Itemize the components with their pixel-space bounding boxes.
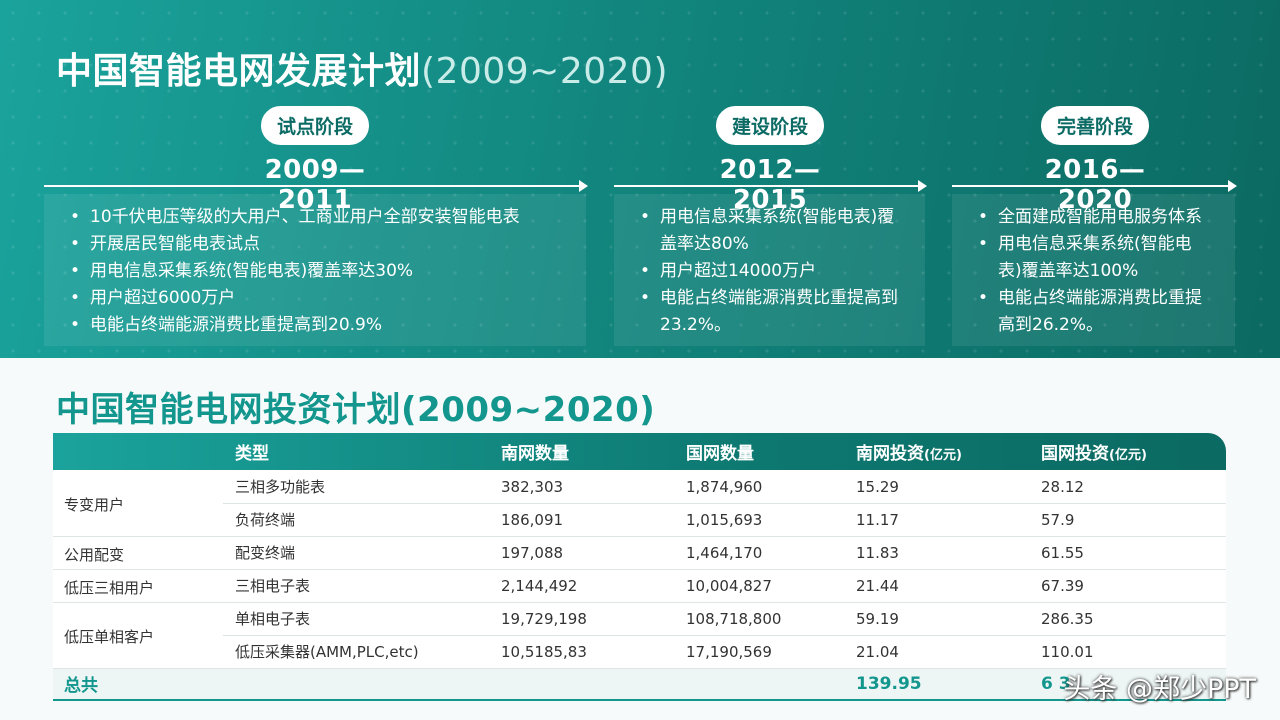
investment-table: 类型 南网数量 国网数量 南网投资(亿元) 国网投资(亿元) 专变用户 公用配变… [53,433,1226,701]
top-band: 中国智能电网发展计划(2009~2020) 试点阶段 2009—2011 10千… [0,0,1280,358]
total-state-value: 6 3 [1041,673,1071,694]
page-title: 中国智能电网发展计划(2009~2020) [56,51,669,92]
list-item: 用电信息采集系统(智能电表)覆盖率达100% [978,231,1215,285]
phase-badge: 完善阶段 [1040,106,1149,145]
category-label: 低压三相用户 [64,579,155,597]
phase-2-card: 用电信息采集系统(智能电表)覆盖率达80% 用户超过14000万户 电能占终端能… [614,194,925,346]
list-item: 用电信息采集系统(智能电表)覆盖率达80% [640,204,905,258]
table-row: 三相多功能表 382,303 1,874,960 15.29 28.12 [235,477,1084,497]
category-label: 低压单相客户 [64,628,155,646]
total-label: 总共 [64,676,98,696]
phase-badge: 试点阶段 [260,106,369,145]
column-header-south-qty: 南网数量 [501,444,569,464]
phase-3-card: 全面建成智能用电服务体系 用电信息采集系统(智能电表)覆盖率达100% 电能占终… [952,194,1235,346]
total-row: 总共 139.95 6 3 [53,668,1226,701]
table-body: 专变用户 公用配变 低压三相用户 低压单相客户 三相多功能表 382,303 1… [53,470,1226,669]
category-label: 公用配变 [64,546,125,564]
table-header: 类型 南网数量 国网数量 南网投资(亿元) 国网投资(亿元) [53,433,1226,470]
list-item: 全面建成智能用电服务体系 [978,204,1215,231]
list-item: 用电信息采集系统(智能电表)覆盖率达30% [70,258,566,285]
list-item: 电能占终端能源消费比重提高到20.9% [70,312,566,339]
phase-1-card: 10千伏电压等级的大用户、工商业用户全部安装智能电表 开展居民智能电表试点 用电… [44,194,586,346]
timeline-arrow-1 [44,180,588,192]
column-header-state-invest: 国网投资(亿元) [1041,444,1147,464]
total-south-value: 139.95 [856,673,922,694]
list-item: 用户超过6000万户 [70,285,566,312]
column-header-type: 类型 [235,444,269,464]
list-item: 用户超过14000万户 [640,258,905,285]
phase-badge: 建设阶段 [715,106,824,145]
category-label: 专变用户 [64,496,125,514]
table-row: 三相电子表 2,144,492 10,004,827 21.44 67.39 [235,576,1084,596]
table-row: 配变终端 197,088 1,464,170 11.83 61.55 [235,543,1084,563]
table-row: 单相电子表 19,729,198 108,718,800 59.19 286.3… [235,609,1094,629]
list-item: 电能占终端能源消费比重提高到23.2%。 [640,285,905,339]
table-row: 低压采集器(AMM,PLC,etc) 10,5185,83 17,190,569… [235,642,1094,662]
phase-1-header: 试点阶段 2009—2011 [230,106,400,215]
timeline-arrow-3 [952,180,1237,192]
timeline-arrow-2 [614,180,927,192]
list-item: 10千伏电压等级的大用户、工商业用户全部安装智能电表 [70,204,566,231]
column-header-state-qty: 国网数量 [686,444,754,464]
investment-title: 中国智能电网投资计划(2009~2020) [56,390,656,430]
column-header-south-invest: 南网投资(亿元) [856,444,962,464]
list-item: 开展居民智能电表试点 [70,231,566,258]
table-row: 负荷终端 186,091 1,015,693 11.17 57.9 [235,510,1075,530]
list-item: 电能占终端能源消费比重提高到26.2%。 [978,285,1215,339]
phase-3-header: 完善阶段 2016—2020 [1010,106,1180,215]
watermark: 头条 @郑少PPT [1063,674,1256,705]
